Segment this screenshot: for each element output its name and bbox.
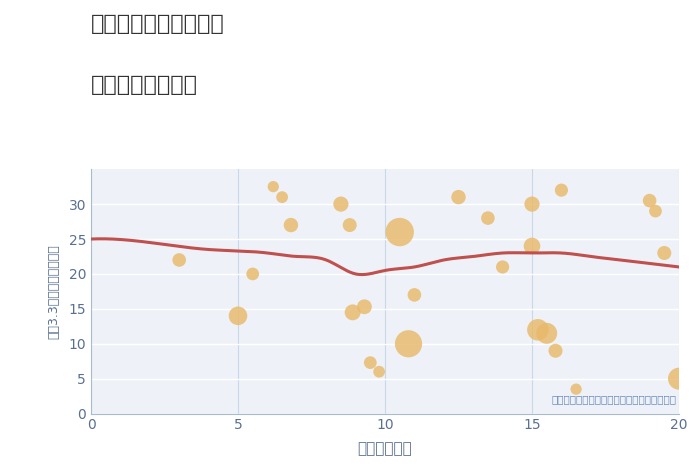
Point [344, 221, 356, 229]
Point [526, 200, 538, 208]
Point [365, 359, 376, 367]
Point [394, 228, 405, 236]
Point [482, 214, 493, 222]
Point [403, 340, 414, 347]
Point [556, 187, 567, 194]
Point [659, 249, 670, 257]
Point [673, 375, 685, 383]
Point [335, 200, 346, 208]
Point [286, 221, 297, 229]
Text: 駅距離別土地価格: 駅距離別土地価格 [91, 75, 198, 95]
Point [359, 303, 370, 311]
Point [497, 263, 508, 271]
Point [347, 309, 358, 316]
Point [247, 270, 258, 278]
Point [541, 329, 552, 337]
Point [550, 347, 561, 354]
Point [374, 368, 385, 376]
Point [526, 242, 538, 250]
Text: 円の大きさは、取引のあった物件面積を示す: 円の大きさは、取引のあった物件面積を示す [551, 394, 676, 404]
X-axis label: 駅距離（分）: 駅距離（分） [358, 441, 412, 456]
Point [570, 385, 582, 393]
Text: 愛知県瀬戸市川西町の: 愛知県瀬戸市川西町の [91, 14, 225, 34]
Point [174, 256, 185, 264]
Y-axis label: 坪（3.3㎡）単価（万円）: 坪（3.3㎡）単価（万円） [47, 244, 60, 339]
Point [267, 183, 279, 190]
Point [453, 193, 464, 201]
Point [650, 207, 661, 215]
Point [232, 312, 244, 320]
Point [644, 197, 655, 204]
Point [532, 326, 543, 334]
Point [276, 193, 288, 201]
Point [409, 291, 420, 298]
